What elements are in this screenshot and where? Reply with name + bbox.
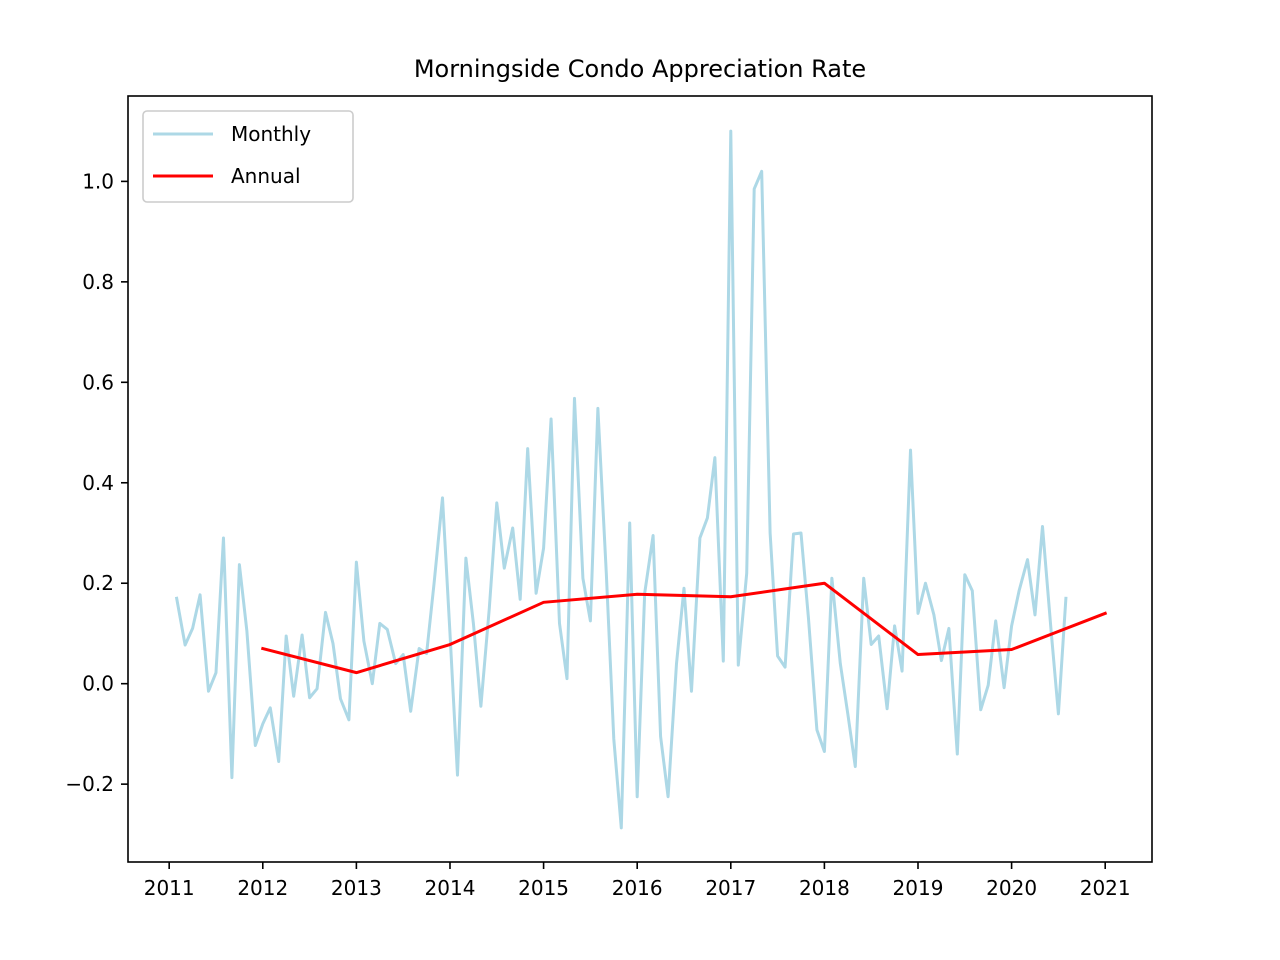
x-tick-label: 2017 [705, 876, 756, 900]
x-tick-label: 2016 [612, 876, 663, 900]
series-line-annual [260, 581, 1108, 675]
x-tick-label: 2019 [893, 876, 944, 900]
x-tick-label: 2011 [144, 876, 195, 900]
y-tick-label: 1.0 [82, 169, 114, 193]
x-tick-label: 2014 [425, 876, 476, 900]
series-line-monthly [174, 129, 1068, 830]
y-tick-label: 0.8 [82, 270, 114, 294]
y-tick-label: 0.2 [82, 571, 114, 595]
y-tick-label: −0.2 [65, 772, 114, 796]
legend-label-annual: Annual [231, 164, 301, 188]
x-tick-label: 2021 [1080, 876, 1131, 900]
legend-label-monthly: Monthly [231, 122, 311, 146]
x-tick-label: 2013 [331, 876, 382, 900]
y-tick-label: 0.4 [82, 471, 114, 495]
x-tick-label: 2012 [237, 876, 288, 900]
axes-layer: 2011 2012 2013 2014 2015 2016 2017 2018 2019 2020… [65, 95, 1153, 900]
y-tick-label: 0.0 [82, 672, 114, 696]
legend: Monthly Annual [142, 110, 354, 203]
x-tick-label: 2018 [799, 876, 850, 900]
x-tick-label: 2020 [986, 876, 1037, 900]
chart-title: Morningside Condo Appreciation Rate [414, 55, 866, 83]
y-tick-label: 0.6 [82, 370, 114, 394]
x-tick-label: 2015 [518, 876, 569, 900]
plot-frame [127, 95, 1153, 863]
plot-layer [174, 129, 1108, 830]
